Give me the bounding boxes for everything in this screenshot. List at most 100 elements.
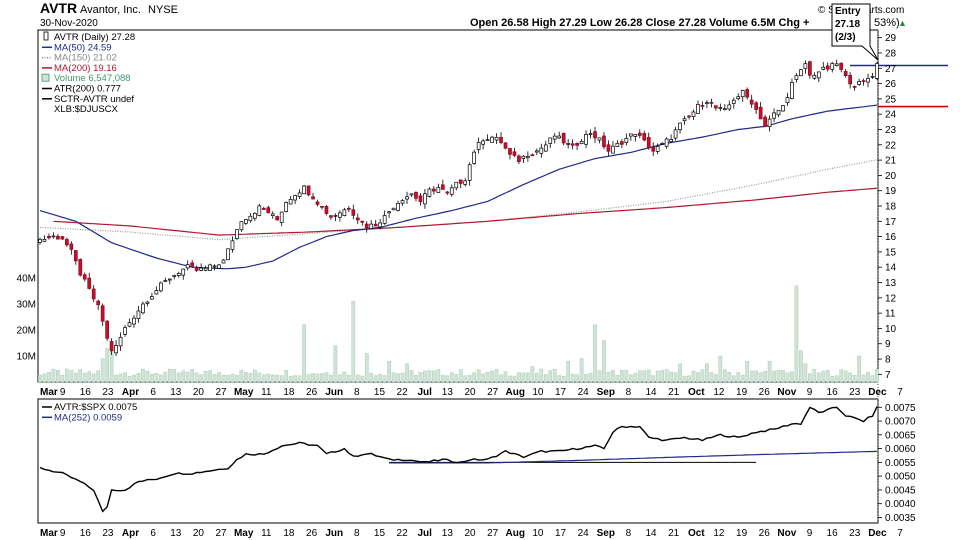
x-tick-label: 11 (261, 387, 272, 398)
volume-bar (414, 375, 418, 383)
candle-body (521, 155, 526, 159)
candle-body (539, 147, 544, 154)
candle-body (91, 288, 96, 300)
candle-body (799, 69, 803, 77)
volume-bar (803, 363, 808, 383)
volume-tick-label: 10M (17, 352, 36, 363)
y-tick-label: 26 (885, 79, 897, 90)
candle-body (749, 99, 754, 105)
x-tick-label: 27 (215, 387, 227, 398)
volume-bar (167, 368, 172, 383)
legend-label: MA(252) 0.0059 (54, 412, 122, 423)
candle-body (678, 122, 682, 131)
ratio-y-tick-label: 0.0050 (885, 472, 916, 483)
legend-label: SCTR-AVTR undef (54, 94, 134, 105)
volume-bar (445, 375, 450, 383)
volume-bar (427, 370, 432, 383)
x-tick-label: 19 (736, 387, 748, 398)
x-tick-label: 20 (193, 387, 205, 398)
x-tick-label: 26 (759, 528, 771, 539)
candle-body (118, 336, 123, 347)
x-tick-label: 26 (306, 387, 318, 398)
volume-bar (311, 373, 315, 383)
candle-body (167, 278, 172, 281)
x-tick-label: 13 (170, 528, 182, 539)
candle-body (440, 184, 445, 190)
volume-bar (602, 340, 606, 383)
volume-bar (839, 369, 844, 383)
volume-bar (391, 372, 396, 383)
candle-body (825, 65, 830, 70)
candle-body (239, 221, 244, 231)
volume-bar (543, 374, 548, 383)
candle-body (248, 215, 253, 222)
x-tick-label: 9 (807, 387, 813, 398)
candle-body (96, 300, 101, 306)
x-tick-label: 17 (555, 387, 567, 398)
volume-bar (651, 375, 656, 383)
candle-body (342, 209, 347, 216)
ratio-y-tick-label: 0.0045 (885, 485, 916, 496)
volume-bar (718, 355, 723, 383)
volume-bar (709, 372, 714, 383)
x-tick-label: 8 (354, 528, 360, 539)
volume-bar (96, 370, 101, 383)
candle-body (790, 82, 794, 99)
volume-bar (606, 371, 611, 383)
candle-body (355, 217, 360, 221)
candle-body (127, 322, 132, 327)
candle-body (763, 116, 767, 128)
candle-body (82, 274, 87, 280)
candle-body (154, 290, 159, 295)
volume-bar (100, 358, 105, 383)
volume-bar (351, 301, 356, 383)
volume-bar (490, 370, 494, 383)
y-tick-label: 8 (885, 355, 891, 366)
volume-bar (790, 371, 794, 383)
y-tick-label: 14 (885, 263, 897, 274)
candle-body (628, 133, 633, 137)
candle-body (494, 136, 499, 141)
candle-body (159, 282, 163, 292)
price-panel-frame (37, 29, 879, 383)
candle-body (329, 215, 333, 218)
volume-bar (208, 370, 212, 383)
candle-body (306, 185, 311, 196)
x-tick-label: Mar (40, 528, 58, 539)
x-tick-label: 21 (668, 387, 680, 398)
candle-body (100, 305, 105, 322)
volume-bar (172, 369, 177, 383)
candle-body (136, 310, 141, 319)
x-tick-label: 10 (532, 387, 544, 398)
candle-body (432, 188, 436, 192)
volume-bar (382, 375, 387, 383)
volume-bar (526, 372, 530, 383)
ratio-y-tick-label: 0.0040 (885, 499, 916, 510)
volume-bar (848, 372, 852, 383)
volume-bar (364, 353, 369, 383)
volume-bar (552, 368, 557, 383)
legend-label: MA(150) 21.02 (54, 53, 117, 64)
volume-bar (700, 369, 705, 383)
ma200-line (53, 187, 878, 236)
candle-body (508, 148, 512, 155)
volume-bar (51, 368, 56, 383)
volume-bar (132, 374, 136, 383)
candle-body (839, 62, 844, 70)
y-tick-label: 7 (885, 370, 891, 381)
candle-body (279, 211, 284, 223)
x-tick-label: 16 (80, 387, 92, 398)
volume-bar (400, 372, 405, 383)
candle-body (727, 104, 732, 110)
y-tick-label: 29 (885, 33, 897, 44)
y-tick-label: 13 (885, 278, 897, 289)
x-tick-label: 23 (849, 528, 861, 539)
candle-body (646, 137, 651, 149)
candle-body (73, 250, 78, 262)
y-tick-label: 21 (885, 156, 897, 167)
volume-bar (320, 373, 324, 383)
volume-bar (566, 360, 571, 383)
candle-body (722, 108, 727, 111)
x-tick-label: 26 (759, 387, 771, 398)
